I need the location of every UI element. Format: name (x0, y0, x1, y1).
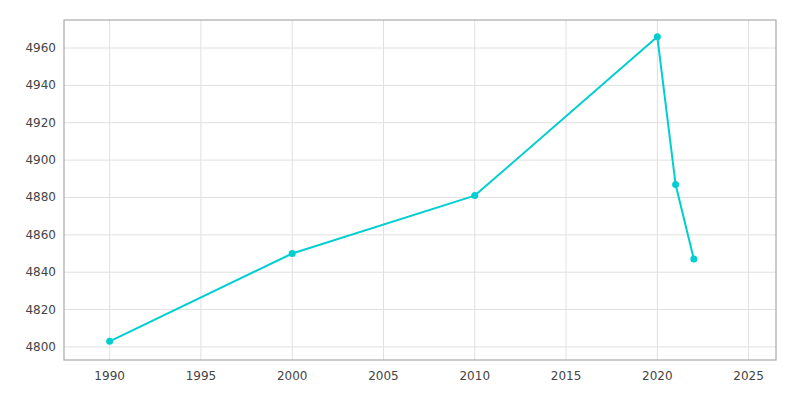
y-tick-label: 4960 (25, 41, 56, 55)
point (672, 181, 679, 188)
point (690, 256, 697, 263)
grid-line-x (383, 20, 384, 360)
x-tick-label: 2010 (459, 369, 490, 383)
y-tick-label: 4940 (25, 78, 56, 92)
tick-labels: 1990 1995 2000 2005 2010 2015 2020 2025 4800 4820… (25, 41, 763, 383)
grid-line-y (64, 160, 776, 161)
x-tick-label: 2000 (277, 369, 308, 383)
grid-line-x (748, 20, 749, 360)
line (110, 37, 694, 342)
grid-line-y (64, 234, 776, 235)
grid-line-x (566, 20, 567, 360)
chart: 1990 1995 2000 2005 2010 2015 2020 2025 4800 4820… (0, 0, 800, 400)
y-tick-label: 4900 (25, 153, 56, 167)
grid-line-x (109, 20, 110, 360)
series (106, 33, 697, 345)
grid-line-y (64, 85, 776, 86)
x-tick-label: 2005 (368, 369, 399, 383)
point (654, 33, 661, 40)
grid-line-y (64, 197, 776, 198)
grid-line-x (657, 20, 658, 360)
x-tick-label: 2015 (551, 369, 582, 383)
x-tick-label: 1995 (186, 369, 217, 383)
grid-line-y (64, 272, 776, 273)
x-tick-label: 2025 (733, 369, 764, 383)
y-tick-label: 4860 (25, 228, 56, 242)
grid-line-x (200, 20, 201, 360)
y-tick-label: 4840 (25, 265, 56, 279)
plot-frame (64, 20, 776, 360)
chart-container: 1990 1995 2000 2005 2010 2015 2020 2025 4800 4820… (0, 0, 800, 400)
grid-line-y (64, 309, 776, 310)
point (471, 192, 478, 199)
y-tick-label: 4800 (25, 340, 56, 354)
x-tick-label: 2020 (642, 369, 673, 383)
point (106, 338, 113, 345)
grid-line-x (474, 20, 475, 360)
x-tick-label: 1990 (94, 369, 125, 383)
point (289, 250, 296, 257)
grid-line-y (64, 122, 776, 123)
y-tick-label: 4820 (25, 303, 56, 317)
grid-line-y (64, 48, 776, 49)
y-tick-label: 4880 (25, 190, 56, 204)
y-tick-label: 4920 (25, 116, 56, 130)
grid-line-x (292, 20, 293, 360)
grid-line-y (64, 346, 776, 347)
grid (64, 20, 776, 360)
